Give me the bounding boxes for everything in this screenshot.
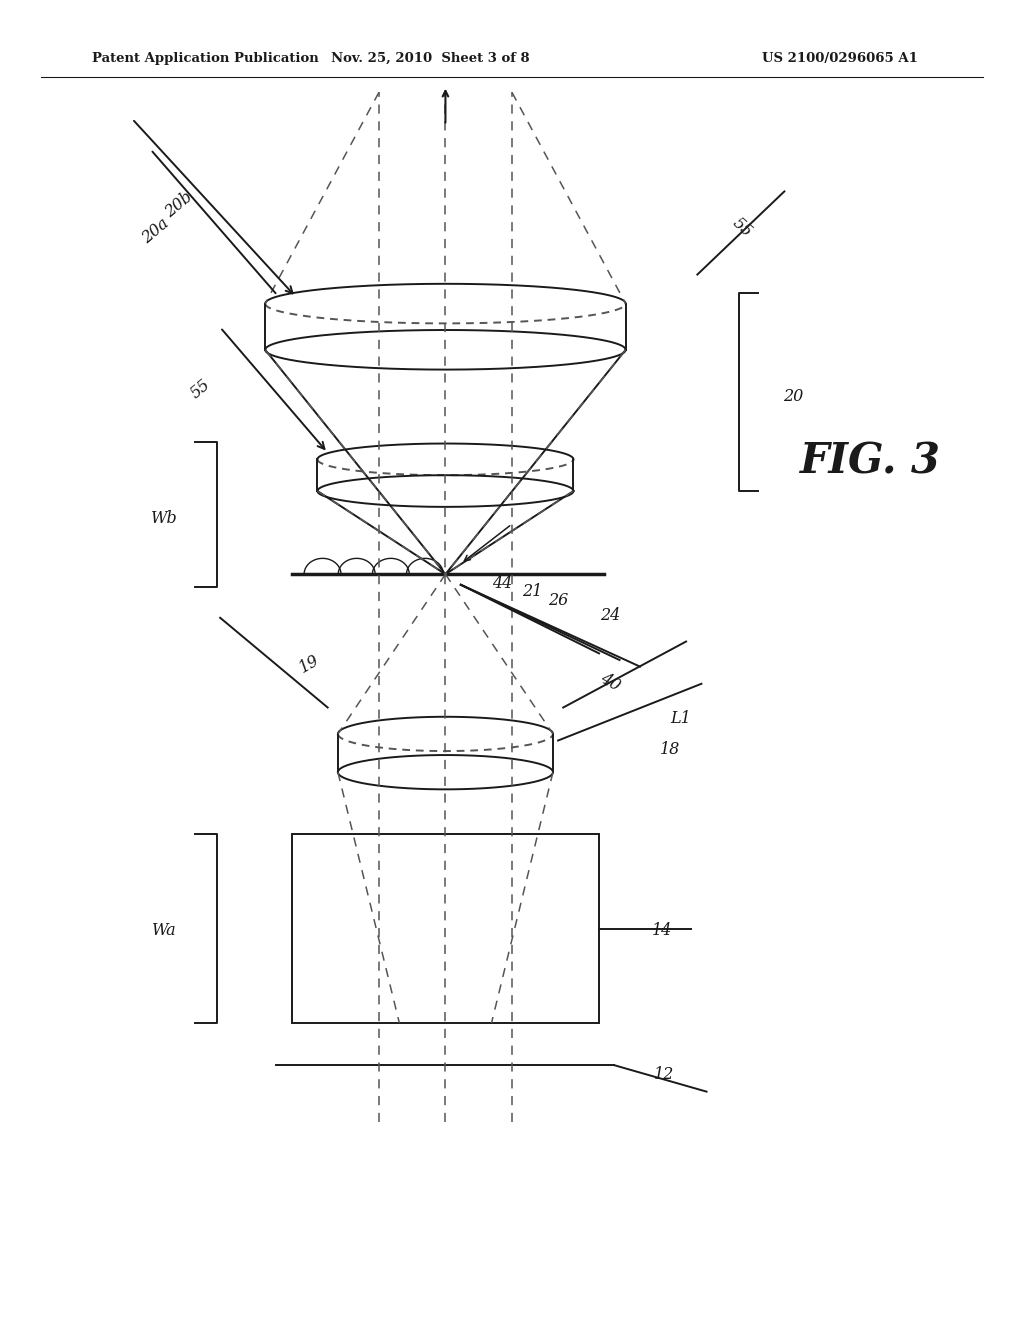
- Text: 20a: 20a: [139, 215, 172, 247]
- Text: 55: 55: [729, 214, 756, 240]
- Text: FIG. 3: FIG. 3: [800, 441, 941, 483]
- Text: 40: 40: [597, 671, 624, 694]
- Text: US 2100/0296065 A1: US 2100/0296065 A1: [762, 51, 918, 65]
- Text: Wa: Wa: [152, 923, 176, 939]
- Text: 20b: 20b: [162, 189, 197, 220]
- Text: 19: 19: [296, 652, 323, 676]
- Text: 14: 14: [651, 923, 672, 939]
- Text: 12: 12: [653, 1067, 674, 1082]
- Bar: [292, 834, 599, 1023]
- Text: 21: 21: [522, 583, 543, 599]
- Text: 18: 18: [659, 742, 680, 758]
- Text: 55: 55: [187, 376, 214, 403]
- Text: 26: 26: [548, 593, 568, 609]
- Text: 20: 20: [783, 388, 804, 404]
- Text: Nov. 25, 2010  Sheet 3 of 8: Nov. 25, 2010 Sheet 3 of 8: [331, 51, 529, 65]
- Text: 24: 24: [600, 607, 621, 623]
- Text: L1: L1: [671, 710, 691, 726]
- Text: Wb: Wb: [151, 511, 177, 527]
- Text: Patent Application Publication: Patent Application Publication: [92, 51, 318, 65]
- Text: 44: 44: [492, 576, 512, 591]
